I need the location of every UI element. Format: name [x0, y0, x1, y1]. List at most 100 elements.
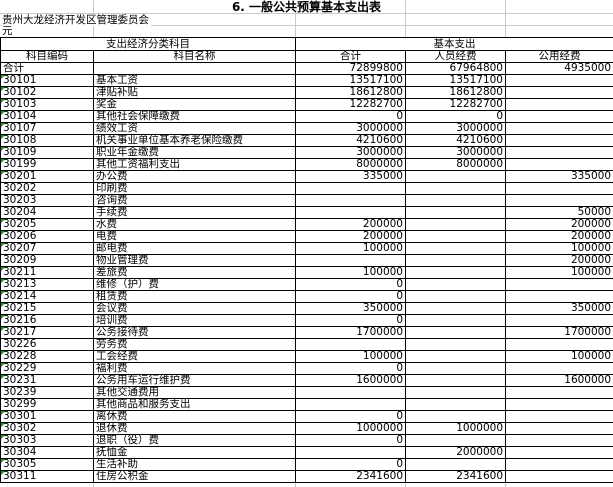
- total-cell[interactable]: 1600000: [295, 374, 406, 387]
- code-cell[interactable]: 30304: [0, 446, 94, 459]
- name-cell[interactable]: 其他工资福利支出: [93, 158, 296, 171]
- total-cell[interactable]: 0: [295, 110, 406, 123]
- code-cell[interactable]: 30231: [0, 374, 94, 387]
- personnel-cell[interactable]: [405, 362, 506, 375]
- code-cell[interactable]: 30305: [0, 458, 94, 471]
- code-cell[interactable]: 30204: [0, 206, 94, 219]
- total-cell[interactable]: 4210600: [295, 134, 406, 147]
- personnel-cell[interactable]: [405, 458, 506, 471]
- public-funds-cell[interactable]: 200000: [504, 254, 613, 267]
- header-basic-expenditure[interactable]: 基本支出: [294, 37, 613, 51]
- name-cell[interactable]: 机关事业单位基本养老保险缴费: [93, 134, 296, 147]
- total-cell[interactable]: 0: [295, 314, 406, 327]
- personnel-cell[interactable]: 12282700: [405, 98, 506, 111]
- personnel-cell[interactable]: [405, 182, 506, 195]
- personnel-cell[interactable]: [405, 326, 506, 339]
- total-cell[interactable]: 72899800: [295, 62, 406, 75]
- col-header-total[interactable]: 合计: [295, 50, 406, 63]
- public-funds-cell[interactable]: [504, 86, 613, 99]
- public-funds-cell[interactable]: [504, 338, 613, 351]
- public-funds-cell[interactable]: [504, 458, 613, 471]
- public-funds-cell[interactable]: [504, 98, 613, 111]
- personnel-cell[interactable]: 18612800: [405, 86, 506, 99]
- personnel-cell[interactable]: 2000000: [405, 446, 506, 459]
- name-cell[interactable]: 维修（护）费: [93, 278, 296, 291]
- total-cell[interactable]: 13517100: [295, 74, 406, 87]
- public-funds-cell[interactable]: [504, 182, 613, 195]
- name-cell[interactable]: 绩效工资: [93, 122, 296, 135]
- code-cell[interactable]: 30205: [0, 218, 94, 231]
- name-cell[interactable]: 退休费: [93, 422, 296, 435]
- personnel-cell[interactable]: 0: [405, 110, 506, 123]
- code-cell[interactable]: 30301: [0, 410, 94, 423]
- name-cell[interactable]: 会议费: [93, 302, 296, 315]
- total-cell[interactable]: [295, 254, 406, 267]
- col-header-public-funds[interactable]: 公用经费: [504, 50, 613, 63]
- name-cell[interactable]: [93, 62, 296, 75]
- total-cell[interactable]: 0: [295, 410, 406, 423]
- personnel-cell[interactable]: 67964800: [405, 62, 506, 75]
- code-cell[interactable]: 30207: [0, 242, 94, 255]
- personnel-cell[interactable]: [405, 266, 506, 279]
- name-cell[interactable]: 租赁费: [93, 290, 296, 303]
- code-cell[interactable]: 30213: [0, 278, 94, 291]
- public-funds-cell[interactable]: [504, 386, 613, 399]
- col-header-subject-code[interactable]: 科目编码: [0, 50, 94, 63]
- code-cell[interactable]: 30303: [0, 434, 94, 447]
- personnel-cell[interactable]: 3000000: [405, 146, 506, 159]
- public-funds-cell[interactable]: [504, 158, 613, 171]
- name-cell[interactable]: 职业年金缴费: [93, 146, 296, 159]
- public-funds-cell[interactable]: [504, 74, 613, 87]
- name-cell[interactable]: 手续费: [93, 206, 296, 219]
- col-header-personnel-funds[interactable]: 人员经费: [405, 50, 506, 63]
- public-funds-cell[interactable]: 100000: [504, 242, 613, 255]
- code-cell[interactable]: 30211: [0, 266, 94, 279]
- personnel-cell[interactable]: [405, 410, 506, 423]
- personnel-cell[interactable]: [405, 170, 506, 183]
- name-cell[interactable]: 培训费: [93, 314, 296, 327]
- total-cell[interactable]: 8000000: [295, 158, 406, 171]
- public-funds-cell[interactable]: 4935000: [504, 62, 613, 75]
- total-cell[interactable]: 1700000: [295, 326, 406, 339]
- code-cell[interactable]: 30302: [0, 422, 94, 435]
- org-name-cell[interactable]: 贵州大龙经济开发区管理委员会: [2, 14, 151, 26]
- name-cell[interactable]: 差旅费: [93, 266, 296, 279]
- total-cell[interactable]: 12282700: [295, 98, 406, 111]
- name-cell[interactable]: 办公费: [93, 170, 296, 183]
- personnel-cell[interactable]: [405, 230, 506, 243]
- code-cell[interactable]: 30109: [0, 146, 94, 159]
- name-cell[interactable]: 基本工资: [93, 74, 296, 87]
- name-cell[interactable]: 生活补助: [93, 458, 296, 471]
- public-funds-cell[interactable]: 100000: [504, 350, 613, 363]
- name-cell[interactable]: 物业管理费: [93, 254, 296, 267]
- personnel-cell[interactable]: [405, 194, 506, 207]
- code-cell[interactable]: 30214: [0, 290, 94, 303]
- public-funds-cell[interactable]: 1700000: [504, 326, 613, 339]
- name-cell[interactable]: 印刷费: [93, 182, 296, 195]
- personnel-cell[interactable]: 13517100: [405, 74, 506, 87]
- total-cell[interactable]: 350000: [295, 302, 406, 315]
- public-funds-cell[interactable]: 350000: [504, 302, 613, 315]
- public-funds-cell[interactable]: [504, 362, 613, 375]
- code-cell[interactable]: 30206: [0, 230, 94, 243]
- header-expense-classification[interactable]: 支出经济分类科目: [0, 37, 296, 51]
- code-cell[interactable]: 30199: [0, 158, 94, 171]
- personnel-cell[interactable]: [405, 278, 506, 291]
- code-cell[interactable]: 30104: [0, 110, 94, 123]
- total-cell[interactable]: 0: [295, 458, 406, 471]
- personnel-cell[interactable]: 8000000: [405, 158, 506, 171]
- personnel-cell[interactable]: 4210600: [405, 134, 506, 147]
- name-cell[interactable]: 津贴补贴: [93, 86, 296, 99]
- public-funds-cell[interactable]: 200000: [504, 218, 613, 231]
- total-cell[interactable]: 200000: [295, 218, 406, 231]
- public-funds-cell[interactable]: [504, 410, 613, 423]
- total-cell[interactable]: [295, 338, 406, 351]
- name-cell[interactable]: 住房公积金: [93, 470, 296, 483]
- personnel-cell[interactable]: [405, 290, 506, 303]
- code-cell[interactable]: 30102: [0, 86, 94, 99]
- total-cell[interactable]: [295, 206, 406, 219]
- total-cell[interactable]: [295, 446, 406, 459]
- public-funds-cell[interactable]: [504, 146, 613, 159]
- name-cell[interactable]: 退职（役）费: [93, 434, 296, 447]
- code-cell[interactable]: 30103: [0, 98, 94, 111]
